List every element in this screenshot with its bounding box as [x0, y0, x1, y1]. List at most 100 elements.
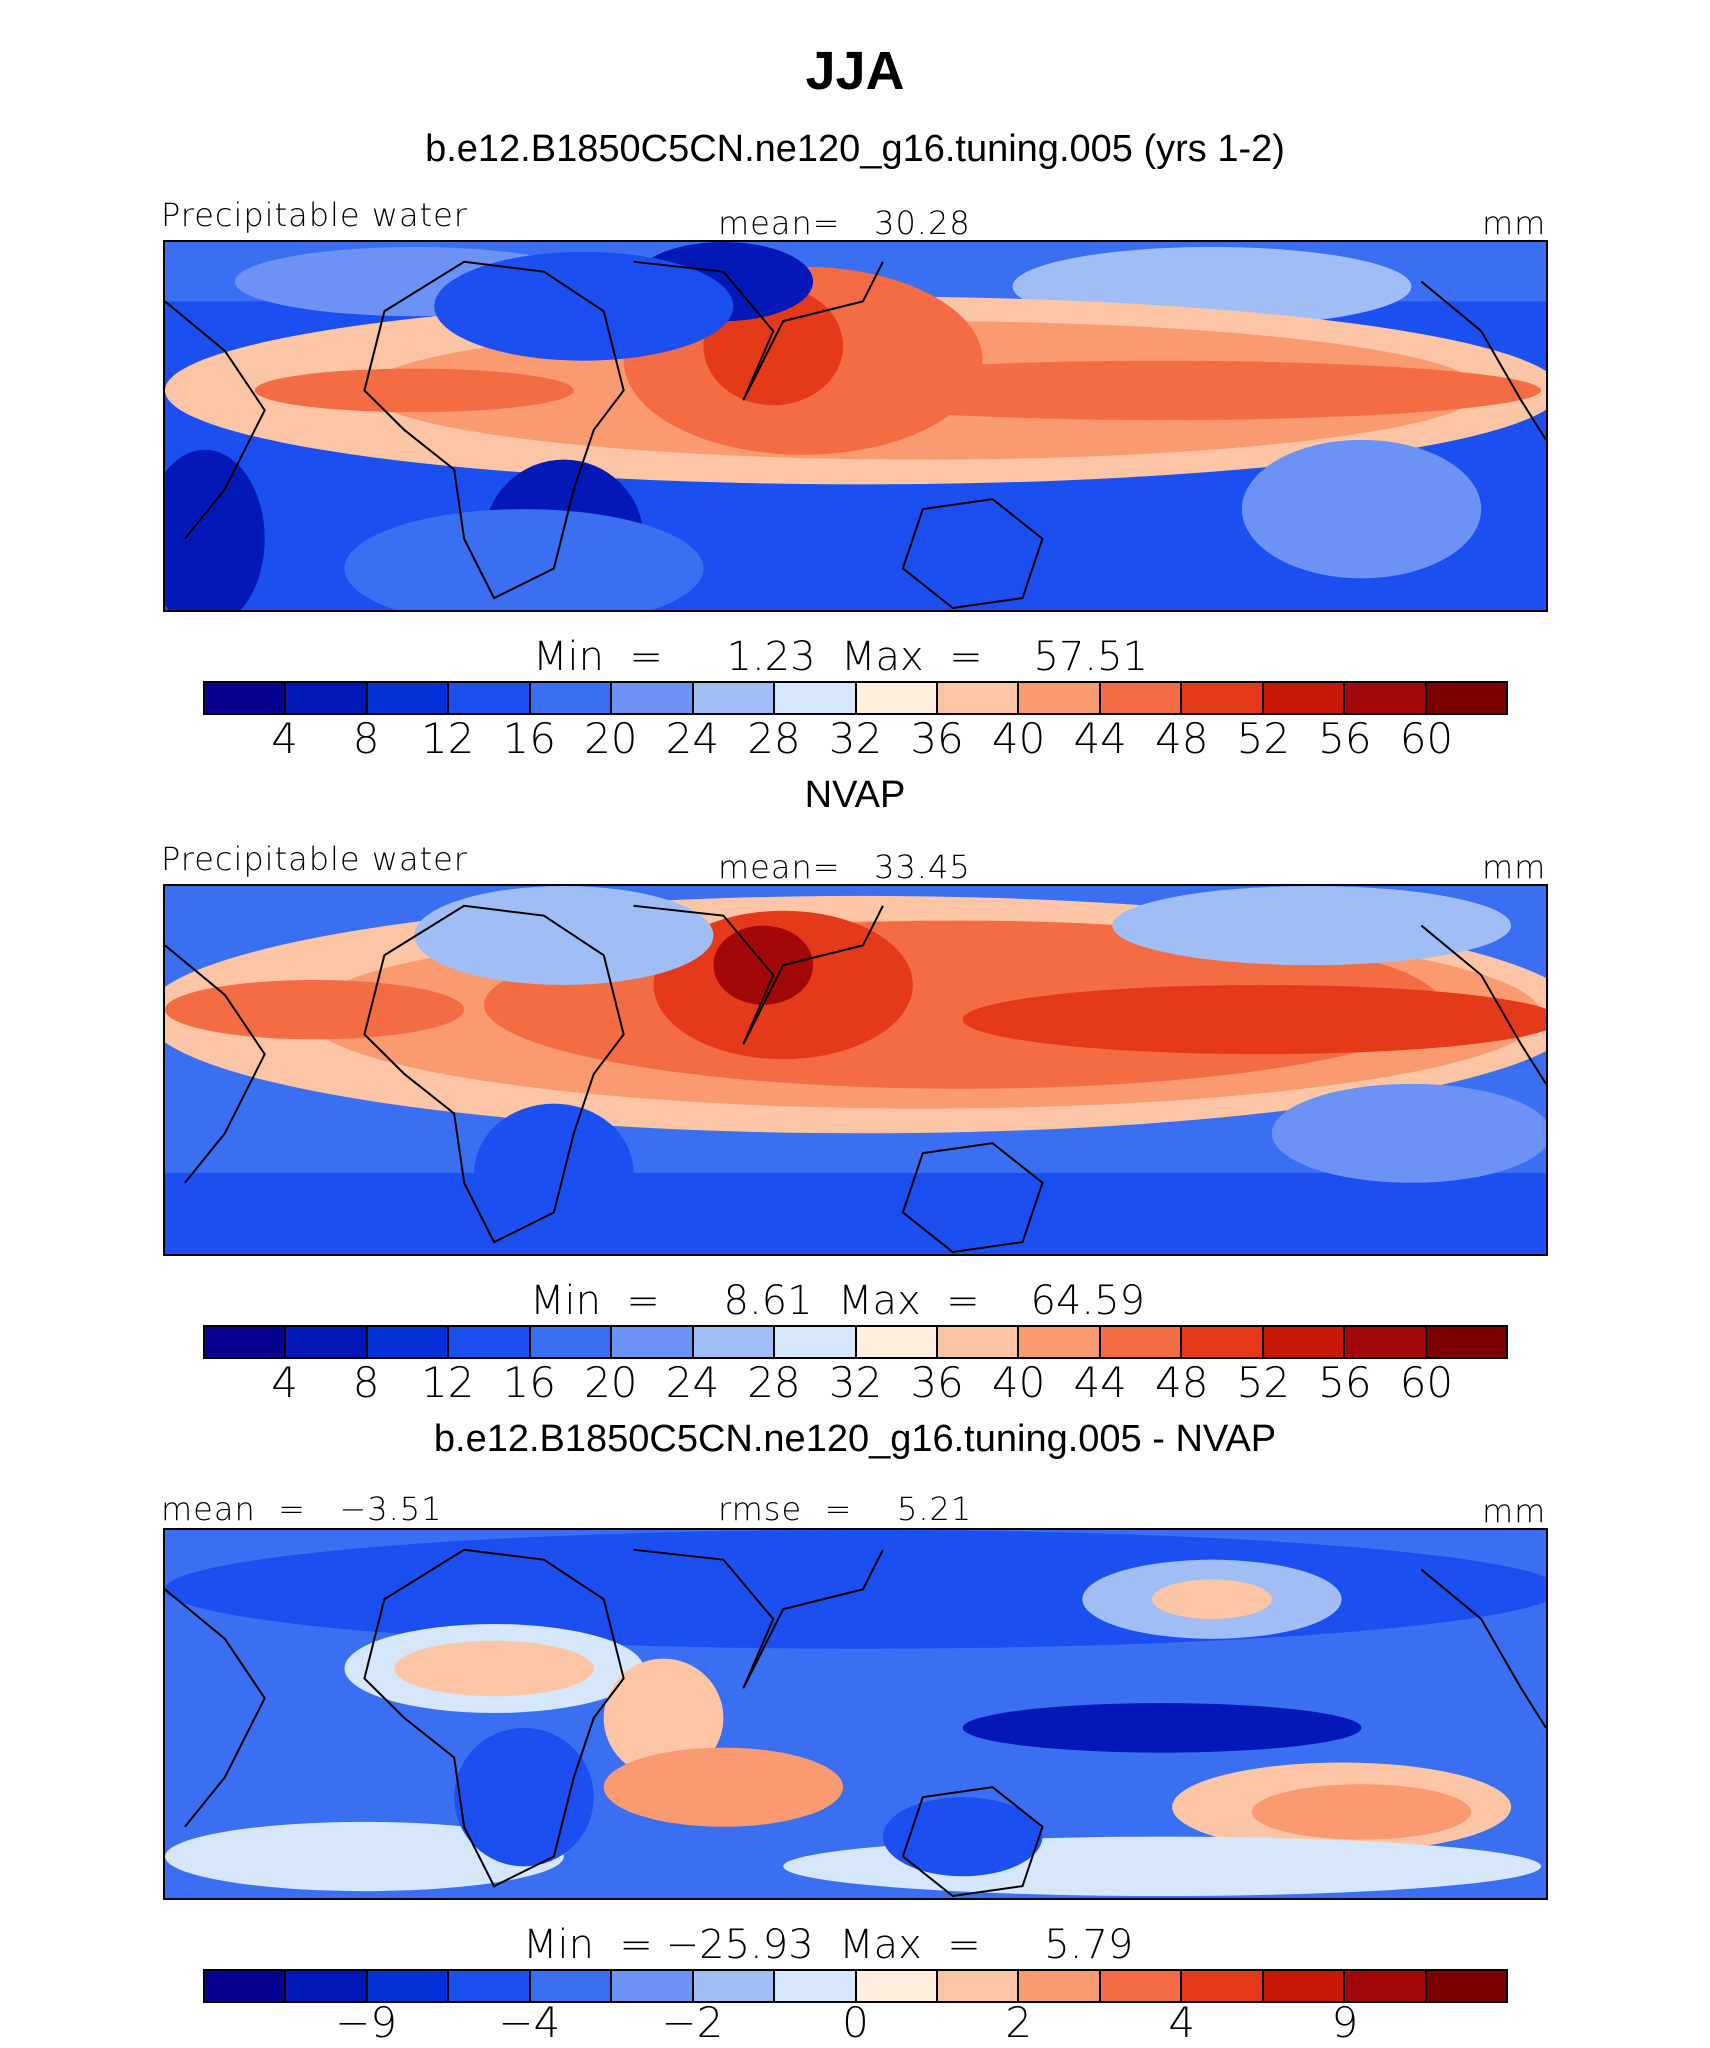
colorbar-tick-label: −9 [335, 1998, 398, 2047]
colorbar-cell [1100, 683, 1183, 713]
colorbar-cell [449, 683, 531, 713]
colorbar-tick-label: 56 [1318, 1358, 1372, 1407]
colorbar-cell [1182, 683, 1264, 713]
colorbar-cell [286, 683, 368, 713]
panel-3-map [163, 1528, 1548, 1900]
colorbar-cell [612, 1971, 694, 2001]
colorbar-cell [530, 1327, 613, 1357]
colorbar-tick-label: 44 [1073, 714, 1127, 763]
colorbar-cell [856, 1971, 938, 2001]
colorbar-cell [367, 683, 450, 713]
colorbar-cell [1263, 683, 1346, 713]
panel-1-map-svg [165, 242, 1546, 610]
colorbar-cell [449, 1971, 531, 2001]
colorbar-cell [1426, 1327, 1506, 1357]
colorbar-cell [1019, 683, 1101, 713]
colorbar-tick-label: 8 [352, 714, 380, 763]
colorbar-cell [775, 683, 857, 713]
colorbar-cell [1345, 1327, 1427, 1357]
panel-2-title: NVAP [804, 774, 906, 816]
panel-3-mean-label: mean = −3.51 [161, 1490, 443, 1528]
panel-2-colorbar-ticks: 4 8 12 16 20 24 28 32 36 40 44 48 52 56 60 [203, 1358, 1508, 1408]
colorbar-tick-label: 16 [502, 714, 556, 763]
colorbar-cell [1019, 1327, 1101, 1357]
colorbar-cell [693, 1327, 776, 1357]
colorbar-cell [205, 1327, 287, 1357]
panel-1-title: b.e12.B1850C5CN.ne120_g16.tuning.005 (yr… [425, 128, 1285, 170]
panel-1-variable-label: Precipitable water [161, 196, 468, 234]
colorbar-tick-label: 28 [747, 1358, 801, 1407]
colorbar-tick-label: 40 [991, 714, 1046, 763]
colorbar-tick-label: 4 [271, 1358, 298, 1407]
colorbar-tick-label: −2 [661, 1998, 724, 2047]
colorbar-tick-label: 48 [1155, 1358, 1209, 1407]
colorbar-cell [1345, 1971, 1427, 2001]
colorbar-cell [1263, 1971, 1346, 2001]
panel-1-map [163, 240, 1548, 612]
colorbar-cell [1263, 1327, 1346, 1357]
panel-3-units-label: mm [1482, 1492, 1547, 1530]
panel-2-mean-label: mean= 33.45 [718, 848, 971, 886]
colorbar-cell [693, 683, 776, 713]
panel-1-mean-label: mean= 30.28 [718, 204, 971, 242]
colorbar-cell [937, 683, 1020, 713]
colorbar-cell [693, 1971, 776, 2001]
colorbar-tick-label: 20 [584, 714, 638, 763]
colorbar-cell [1182, 1327, 1264, 1357]
colorbar-tick-label: 60 [1399, 714, 1454, 763]
colorbar-cell [205, 1971, 287, 2001]
panel-2-colorbar [203, 1325, 1508, 1359]
colorbar-cell [1345, 683, 1427, 713]
panel-2-minmax: Min = 8.61 Max = 64.59 [530, 1278, 1145, 1324]
colorbar-tick-label: 52 [1236, 1358, 1291, 1407]
colorbar-tick-label: 60 [1399, 1358, 1454, 1407]
colorbar-cell [205, 683, 287, 713]
colorbar-tick-label: 36 [910, 1358, 964, 1407]
panel-1-minmax: Min = 1.23 Max = 57.51 [533, 634, 1148, 680]
panel-1-colorbar [203, 681, 1508, 715]
colorbar-cell [1182, 1971, 1264, 2001]
colorbar-tick-label: 36 [910, 714, 964, 763]
colorbar-tick-label: 12 [420, 1358, 475, 1407]
colorbar-cell [612, 1327, 694, 1357]
colorbar-tick-label: 32 [828, 1358, 883, 1407]
colorbar-tick-label: 20 [584, 1358, 638, 1407]
colorbar-tick-label: 48 [1155, 714, 1209, 763]
colorbar-cell [775, 1971, 857, 2001]
panel-2-map-svg [165, 886, 1546, 1254]
colorbar-cell [367, 1971, 450, 2001]
colorbar-tick-label: −4 [498, 1998, 561, 2047]
colorbar-tick-label: 32 [828, 714, 883, 763]
colorbar-cell [530, 1971, 613, 2001]
colorbar-tick-label: 44 [1073, 1358, 1127, 1407]
colorbar-cell [612, 683, 694, 713]
panel-3-colorbar-ticks: −9 −4 −2 0 2 4 9 [203, 1998, 1508, 2048]
colorbar-cell [449, 1327, 531, 1357]
colorbar-tick-label: 12 [420, 714, 475, 763]
panel-2-variable-label: Precipitable water [161, 840, 468, 878]
colorbar-cell [856, 1327, 938, 1357]
colorbar-cell [937, 1327, 1020, 1357]
colorbar-cell [530, 683, 613, 713]
colorbar-tick-label: 28 [747, 714, 801, 763]
colorbar-cell [1100, 1971, 1183, 2001]
colorbar-tick-label: 4 [271, 714, 298, 763]
colorbar-cell [775, 1327, 857, 1357]
colorbar-tick-label: 4 [1168, 1998, 1196, 2047]
colorbar-cell [1426, 1971, 1506, 2001]
colorbar-tick-label: 24 [665, 1358, 720, 1407]
panel-3-rmse-label: rmse = 5.21 [718, 1490, 973, 1528]
colorbar-tick-label: 52 [1236, 714, 1291, 763]
panel-3-minmax: Min = −25.93 Max = 5.79 [523, 1922, 1134, 1968]
colorbar-cell [286, 1327, 368, 1357]
colorbar-tick-label: 24 [665, 714, 720, 763]
colorbar-tick-label: 56 [1318, 714, 1372, 763]
colorbar-tick-label: 16 [502, 1358, 556, 1407]
colorbar-tick-label: 40 [991, 1358, 1046, 1407]
panel-2-units-label: mm [1482, 848, 1547, 886]
colorbar-cell [937, 1971, 1020, 2001]
colorbar-tick-label: 2 [1005, 1998, 1032, 2047]
colorbar-cell [1426, 683, 1506, 713]
colorbar-cell [367, 1327, 450, 1357]
panel-1-units-label: mm [1482, 204, 1547, 242]
